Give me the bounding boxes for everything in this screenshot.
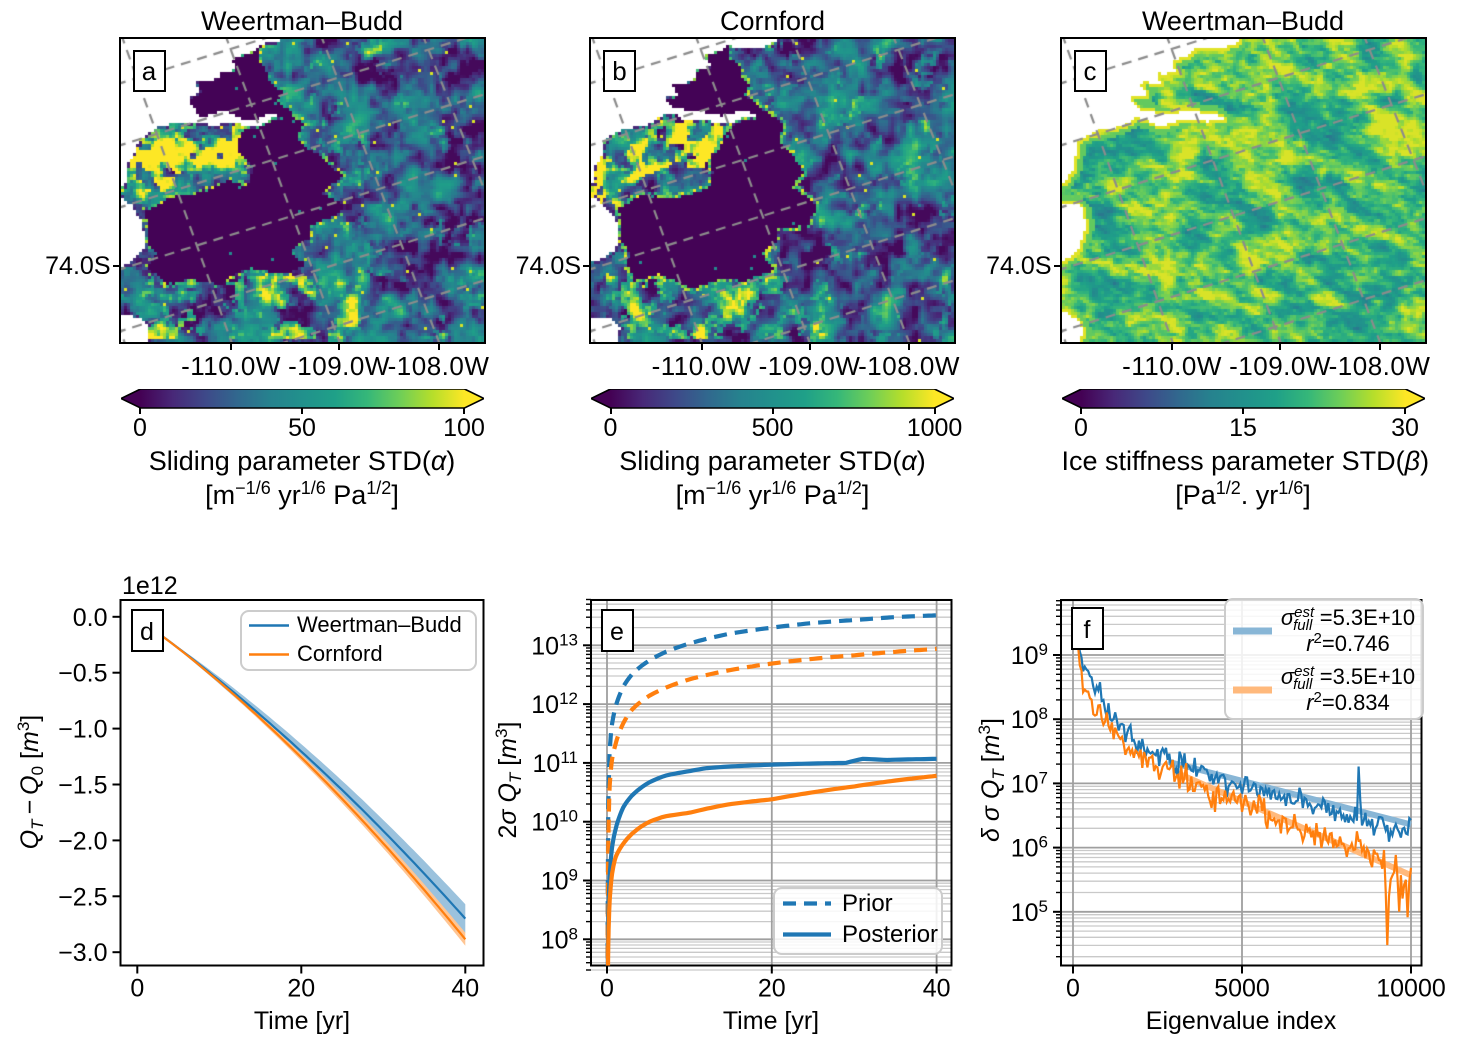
svg-text:−1.0: −1.0	[58, 716, 107, 744]
svg-text:1010: 1010	[531, 807, 578, 837]
svg-text:1012: 1012	[531, 689, 578, 719]
svg-text:Prior: Prior	[842, 890, 893, 917]
svg-text:d: d	[140, 618, 154, 646]
svg-text:−0.5: −0.5	[58, 660, 107, 688]
svg-text:0: 0	[1066, 975, 1080, 1003]
svg-text:Weertman–Budd: Weertman–Budd	[297, 612, 462, 637]
svg-text:20: 20	[287, 975, 315, 1003]
svg-text:1013: 1013	[531, 630, 578, 660]
svg-text:δ σ QT [m3]: δ σ QT [m3]	[975, 718, 1008, 842]
svg-text:−2.0: −2.0	[58, 827, 107, 855]
svg-text:108: 108	[1011, 704, 1048, 734]
svg-text:107: 107	[1011, 768, 1048, 798]
svg-text:10000: 10000	[1376, 975, 1446, 1003]
svg-text:0: 0	[600, 975, 614, 1003]
svg-text:Cornford: Cornford	[297, 641, 383, 666]
svg-text:1e12: 1e12	[122, 572, 178, 600]
svg-text:QT − Q0 [m3]: QT − Q0 [m3]	[14, 715, 47, 850]
svg-text:109: 109	[1011, 640, 1048, 670]
svg-text:40: 40	[451, 975, 479, 1003]
svg-text:Time [yr]: Time [yr]	[723, 1007, 819, 1035]
svg-text:−3.0: −3.0	[58, 939, 107, 967]
svg-text:5000: 5000	[1214, 975, 1270, 1003]
svg-text:1011: 1011	[533, 748, 578, 778]
svg-text:Eigenvalue index: Eigenvalue index	[1146, 1007, 1337, 1035]
svg-text:e: e	[610, 618, 624, 646]
svg-text:r2=0.746: r2=0.746	[1306, 630, 1390, 656]
svg-text:2σ QT [m3]: 2σ QT [m3]	[492, 722, 525, 839]
svg-text:40: 40	[923, 975, 951, 1003]
svg-text:20: 20	[758, 975, 786, 1003]
svg-text:f: f	[1084, 616, 1091, 644]
svg-text:105: 105	[1011, 897, 1048, 927]
svg-text:0.0: 0.0	[73, 604, 108, 632]
svg-text:108: 108	[541, 924, 578, 954]
svg-text:109: 109	[541, 866, 578, 896]
svg-text:r2=0.834: r2=0.834	[1306, 689, 1390, 715]
svg-text:106: 106	[1011, 833, 1048, 863]
svg-text:0: 0	[130, 975, 144, 1003]
svg-text:Posterior: Posterior	[842, 921, 938, 948]
svg-text:−2.5: −2.5	[58, 883, 107, 911]
svg-text:−1.5: −1.5	[58, 772, 107, 800]
svg-text:Time [yr]: Time [yr]	[254, 1007, 350, 1035]
